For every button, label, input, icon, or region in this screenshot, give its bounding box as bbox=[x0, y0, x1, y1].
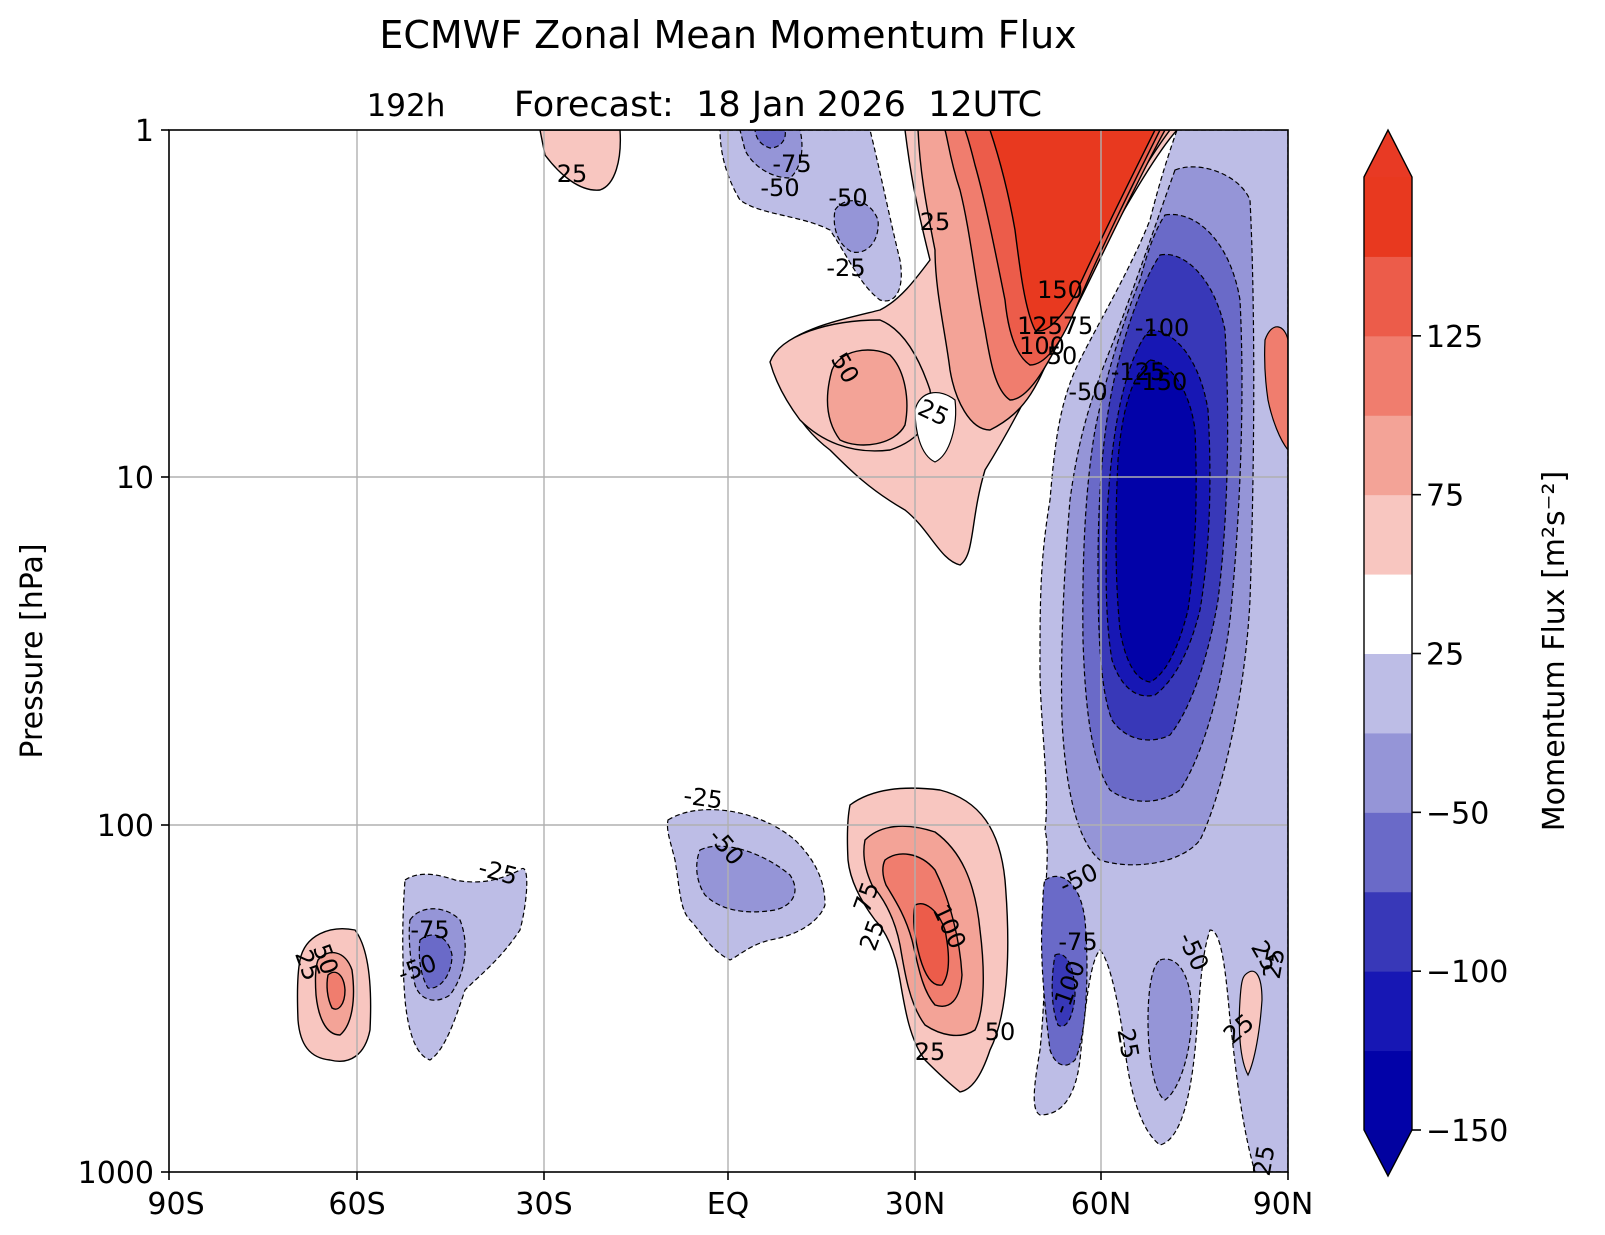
tropical-negative-50 bbox=[696, 845, 796, 913]
y-tick-label: 1000 bbox=[78, 1156, 154, 1191]
contour-label: 150 bbox=[1037, 276, 1083, 304]
colorbar-block bbox=[1364, 415, 1412, 496]
colorbar-label: Momentum Flux [m²s⁻²] bbox=[1537, 471, 1572, 832]
strat-tropical-negative-25 bbox=[719, 130, 902, 302]
contour-label: 100 bbox=[1019, 332, 1065, 360]
contour-label: -50 bbox=[828, 184, 867, 212]
colorbar-under-arrow bbox=[1364, 1130, 1412, 1176]
x-tick-label: 90S bbox=[147, 1187, 204, 1222]
nh-polar-negative-150 bbox=[1115, 359, 1197, 683]
colorbar-block bbox=[1364, 177, 1412, 257]
contour-label: 50 bbox=[985, 1018, 1016, 1046]
contour-fields bbox=[296, 130, 1288, 1172]
colorbar-block bbox=[1364, 812, 1412, 893]
colorbar-blocks bbox=[1364, 177, 1412, 1131]
colorbar-block bbox=[1364, 732, 1412, 813]
contour-label: -75 bbox=[772, 150, 811, 178]
polar-low-positive bbox=[1238, 970, 1263, 1077]
x-axis: 90S 60S 30S EQ 30N 60N 90N bbox=[147, 1172, 1313, 1222]
colorbar-block bbox=[1364, 1050, 1412, 1131]
strat-positive-25n-50 bbox=[826, 349, 908, 446]
y-tick-label: 10 bbox=[116, 461, 154, 496]
contour-label: -150 bbox=[1133, 368, 1187, 396]
strat-tropical-negative-75 bbox=[754, 130, 786, 149]
colorbar-block bbox=[1364, 653, 1412, 734]
colorbar-block bbox=[1364, 256, 1412, 337]
y-tick-label: 100 bbox=[97, 809, 154, 844]
colorbar-tick-label: 25 bbox=[1426, 638, 1464, 673]
colorbar-tick-label: 75 bbox=[1426, 479, 1464, 514]
forecast-hour: 192h bbox=[367, 88, 446, 124]
colorbar-block bbox=[1364, 494, 1412, 575]
contour-label: 25 bbox=[1111, 1026, 1144, 1061]
contour-label: -50 bbox=[1068, 378, 1107, 406]
strat-negative-20n-50 bbox=[833, 200, 879, 253]
y-axis-label: Pressure [hPa] bbox=[15, 543, 50, 758]
contour-label: 25 bbox=[920, 208, 951, 236]
contour-label: -75 bbox=[410, 916, 449, 944]
colorbar-tick-label: −150 bbox=[1426, 1114, 1508, 1149]
nh-strat-positive-125 bbox=[989, 130, 1156, 332]
polar-positive-sliver bbox=[1264, 326, 1288, 451]
colorbar-over-arrow bbox=[1364, 130, 1412, 177]
contour-label: -50 bbox=[760, 174, 799, 202]
colorbar-block bbox=[1364, 335, 1412, 416]
colorbar-tick-label: −50 bbox=[1426, 796, 1489, 831]
contour-label: -100 bbox=[1135, 314, 1189, 342]
contour-label: 75 bbox=[1063, 312, 1094, 340]
sh-strat-positive-25 bbox=[539, 130, 622, 191]
x-tick-label: 30N bbox=[885, 1187, 946, 1222]
chart-title: ECMWF Zonal Mean Momentum Flux bbox=[379, 13, 1076, 57]
strat-white-gap bbox=[914, 392, 957, 463]
contour-label: 50 bbox=[1047, 342, 1078, 370]
colorbar-ticks: −150 −100 −50 25 75 125 bbox=[1412, 320, 1508, 1149]
forecast-date: Forecast: 18 Jan 2026 12UTC bbox=[514, 85, 1042, 125]
x-tick-label: 30S bbox=[515, 1187, 572, 1222]
contour-label: 25 bbox=[1258, 946, 1291, 981]
colorbar-block bbox=[1364, 971, 1412, 1052]
x-tick-label: EQ bbox=[707, 1187, 750, 1222]
contour-label: -75 bbox=[1058, 928, 1097, 956]
contour-label: 25 bbox=[1248, 1143, 1281, 1178]
x-tick-label: 60N bbox=[1071, 1187, 1132, 1222]
contour-label: -25 bbox=[682, 781, 725, 814]
y-tick-label: 1 bbox=[135, 114, 154, 149]
colorbar-tick-label: 125 bbox=[1426, 320, 1483, 355]
nh-low-negative-70n bbox=[1147, 958, 1193, 1101]
colorbar-block bbox=[1364, 574, 1412, 654]
x-tick-label: 60S bbox=[328, 1187, 385, 1222]
contour-label: 25 bbox=[557, 160, 588, 188]
colorbar-tick-label: −100 bbox=[1426, 955, 1508, 990]
strat-tropical-negative-50 bbox=[739, 130, 803, 179]
colorbar-block bbox=[1364, 891, 1412, 972]
sh-positive-75 bbox=[326, 971, 346, 1010]
contour-label: 125 bbox=[1017, 312, 1063, 340]
contour-label: -25 bbox=[826, 254, 865, 282]
sh-negative-75 bbox=[418, 934, 453, 989]
y-axis: 1 10 100 1000 Pressure [hPa] bbox=[15, 114, 169, 1191]
nh-subtrop-positive-100 bbox=[913, 903, 950, 986]
grid-lines bbox=[169, 130, 1288, 1172]
x-tick-label: 90N bbox=[1253, 1187, 1314, 1222]
colorbar: −150 −100 −50 25 75 125 Momentum Flux [m²s⁻²] bbox=[1363, 128, 1572, 1178]
contour-label: 25 bbox=[915, 1038, 946, 1066]
contour-label: -125 bbox=[1111, 358, 1165, 386]
nh-midlat-negative-100 bbox=[1051, 953, 1076, 1027]
